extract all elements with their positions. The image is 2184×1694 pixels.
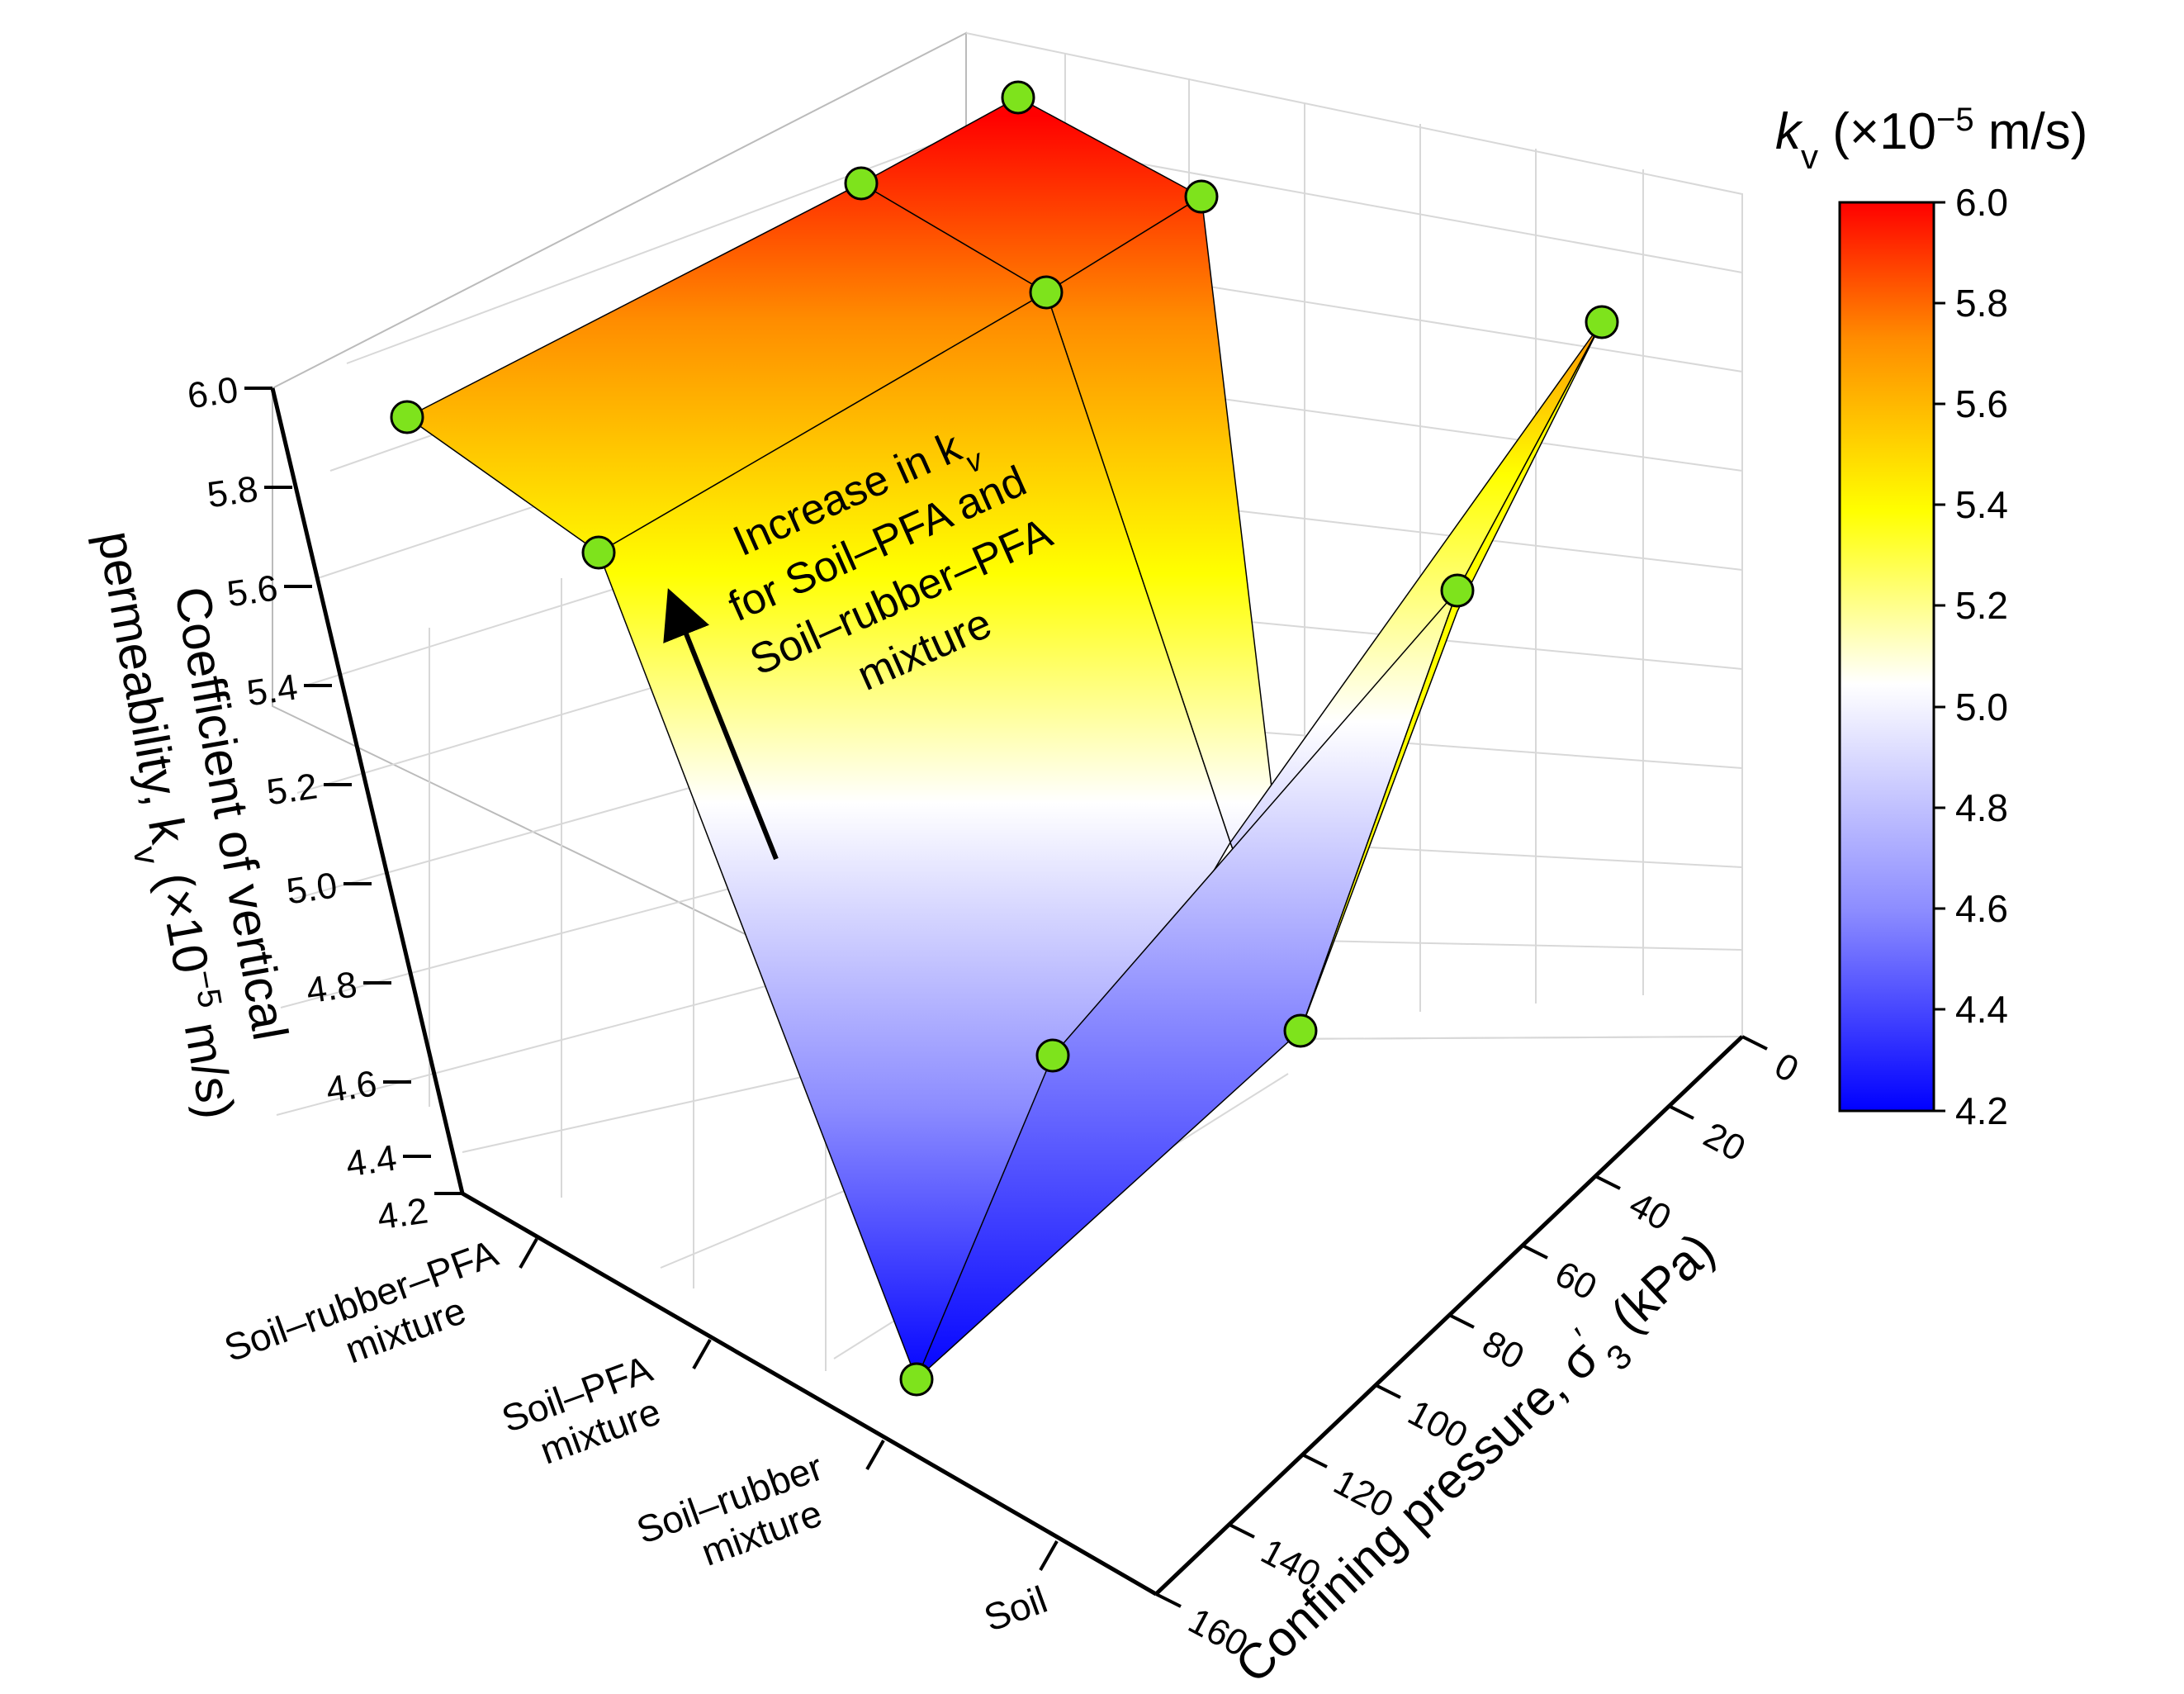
pressure-tick-label: 80: [1476, 1323, 1530, 1378]
colorbar-tick-label: 5.4: [1955, 483, 2008, 526]
colorbar-tick-label: 5.0: [1955, 686, 2008, 728]
z-tick-label: 5.4: [244, 667, 300, 714]
colorbar-tick-label: 4.2: [1955, 1089, 2008, 1132]
increase-arrow: [663, 588, 779, 861]
surface: [405, 97, 1603, 1381]
colorbar: kv (×10−5 m/s) 6.0 5.8 5.6 5.4 5.2 5.0 4…: [1775, 102, 2087, 1132]
colorbar-tick-label: 5.8: [1955, 282, 2008, 325]
z-tick-label: 4.2: [375, 1190, 430, 1237]
z-tick-label: 4.4: [343, 1137, 399, 1184]
pressure-tick-labels: 0 20 40 60 80 100 120 140 160: [1182, 1046, 1805, 1665]
colorbar-gradient: [1838, 201, 1935, 1113]
colorbar-tick-label: 4.6: [1955, 887, 2008, 930]
data-point: [1001, 80, 1035, 115]
z-tick-label: 6.0: [185, 369, 240, 416]
data-point: [1585, 305, 1619, 339]
z-tick-label: 5.8: [205, 468, 260, 515]
pressure-tick-label: 20: [1697, 1115, 1751, 1170]
data-point: [1035, 1038, 1070, 1073]
colorbar-tick-label: 4.4: [1955, 988, 2008, 1031]
category-axis-ticks: [519, 1238, 1059, 1571]
colorbar-tick-label: 5.2: [1955, 584, 2008, 627]
data-point: [1440, 573, 1475, 608]
category-label: Soil: [978, 1578, 1053, 1639]
colorbar-tick-label: 5.6: [1955, 382, 2008, 425]
z-tick-labels: 6.0 5.8 5.6 5.4 5.2 5.0 4.8 4.6 4.4 4.2: [185, 369, 430, 1237]
data-point: [1283, 1013, 1318, 1048]
data-point: [1184, 179, 1219, 214]
pressure-tick-label: 60: [1548, 1254, 1603, 1308]
z-tick-label: 4.8: [304, 964, 359, 1011]
data-point: [899, 1362, 934, 1397]
z-tick-label: 4.6: [324, 1063, 379, 1110]
z-tick-label: 5.0: [284, 865, 339, 912]
z-tick-label: 5.2: [264, 766, 320, 813]
z-tick-label: 5.6: [225, 567, 280, 614]
data-point: [390, 400, 424, 434]
data-point: [844, 166, 879, 201]
colorbar-title: kv (×10−5 m/s): [1775, 102, 2087, 176]
pressure-tick-label: 40: [1623, 1184, 1677, 1239]
z-axis-ticks: [244, 387, 462, 1195]
colorbar-tick-label: 4.8: [1955, 786, 2008, 829]
surface-patch-right-edge: [1300, 321, 1603, 1032]
data-point: [581, 535, 616, 570]
data-markers: [390, 80, 1619, 1397]
pressure-tick-label: 0: [1768, 1046, 1805, 1091]
data-point: [1029, 275, 1064, 310]
pressure-axis-ticks: [1155, 1035, 1768, 1608]
colorbar-tick-label: 6.0: [1955, 181, 2008, 224]
